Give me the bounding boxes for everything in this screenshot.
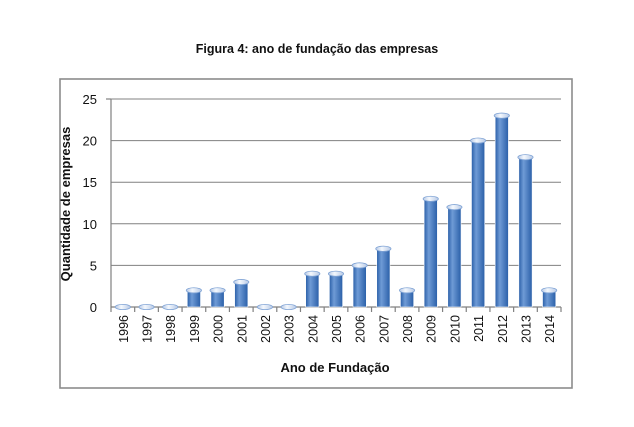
bar-2014 — [541, 287, 558, 308]
x-tick-label: 2006 — [354, 315, 368, 343]
bar-cap — [446, 204, 463, 211]
bar-cap — [327, 270, 345, 277]
bar-2009 — [422, 195, 439, 308]
bar-body — [234, 281, 249, 308]
y-tick-label: 10 — [83, 217, 97, 232]
x-tick-label: 2005 — [330, 315, 344, 343]
bar-1997 — [138, 303, 155, 310]
bar-2013 — [517, 154, 534, 308]
bar-2001 — [233, 279, 250, 308]
bar-body — [376, 248, 391, 308]
x-tick-label: 2014 — [543, 315, 557, 343]
x-tick-label: 1996 — [117, 315, 131, 343]
bar-cap — [304, 270, 321, 277]
bar-body — [305, 273, 320, 308]
bar-cap — [162, 303, 179, 310]
x-tick-label: 2003 — [283, 315, 297, 343]
y-tick-label: 5 — [90, 258, 97, 273]
x-tick-label: 2008 — [401, 315, 415, 343]
bar-cap — [517, 154, 534, 161]
bar-2002 — [256, 303, 273, 310]
bar-1998 — [162, 303, 179, 310]
bar-cap — [399, 287, 416, 294]
bars — [114, 112, 558, 310]
bar-2006 — [351, 262, 368, 308]
y-tick-label: 0 — [90, 300, 97, 315]
bar-2004 — [304, 270, 321, 308]
bar-cap — [493, 112, 510, 119]
x-tick-label: 1997 — [141, 315, 155, 343]
bar-cap — [256, 303, 273, 310]
y-axis-title: Quantidade de empresas — [58, 127, 73, 282]
y-tick-label: 25 — [83, 92, 97, 107]
bar-2003 — [280, 303, 297, 310]
bar-2012 — [493, 112, 510, 308]
bar-1999 — [185, 287, 202, 308]
bar-2010 — [446, 204, 463, 308]
bar-2000 — [209, 287, 226, 308]
bar-cap — [280, 303, 297, 310]
bar-cap — [470, 137, 487, 144]
bar-cap — [138, 303, 155, 310]
bar-body — [447, 206, 462, 308]
bar-1996 — [114, 303, 131, 310]
x-tick-label: 2010 — [448, 315, 462, 343]
x-axis-title: Ano de Fundação — [280, 360, 389, 375]
bar-body — [494, 115, 509, 308]
bar-cap — [209, 287, 226, 294]
bar-cap — [541, 287, 558, 294]
x-tick-label: 2011 — [472, 315, 486, 342]
x-tick-label: 2001 — [235, 315, 249, 343]
figure-title: Figura 4: ano de fundação das empresas — [195, 42, 439, 56]
bar-body — [471, 140, 486, 308]
x-tick-label: 2013 — [519, 315, 533, 343]
x-tick-label: 2002 — [259, 315, 273, 343]
x-tick-label: 2004 — [306, 315, 320, 343]
bar-2005 — [327, 270, 345, 308]
bar-2011 — [470, 137, 487, 308]
bar-body — [329, 273, 343, 308]
bar-cap — [375, 245, 392, 252]
bar-cap — [233, 279, 250, 286]
x-tick-label: 1999 — [188, 315, 202, 343]
bar-cap — [351, 262, 368, 269]
x-tick-labels: 1996 1997 1998 1999 2000 2001 2002 2003 2004 2005… — [117, 315, 557, 343]
x-tick-label: 2000 — [212, 315, 226, 343]
bar-body — [352, 265, 367, 308]
x-tick-label: 2012 — [496, 315, 510, 343]
bar-2007 — [375, 245, 392, 308]
y-tick-label: 20 — [83, 134, 97, 149]
bar-body — [423, 198, 438, 308]
bar-cap — [185, 287, 202, 294]
x-tick-label: 1998 — [164, 315, 178, 343]
bar-2008 — [399, 287, 416, 308]
bar-cap — [114, 303, 131, 310]
x-tick-label: 2007 — [377, 315, 391, 343]
y-tick-labels: 0 5 10 15 20 25 — [83, 92, 97, 315]
x-tick-label: 2009 — [425, 315, 439, 343]
bar-body — [518, 156, 533, 308]
bar-cap — [422, 195, 439, 202]
chart-frame — [59, 78, 573, 389]
y-tick-label: 15 — [83, 175, 97, 190]
